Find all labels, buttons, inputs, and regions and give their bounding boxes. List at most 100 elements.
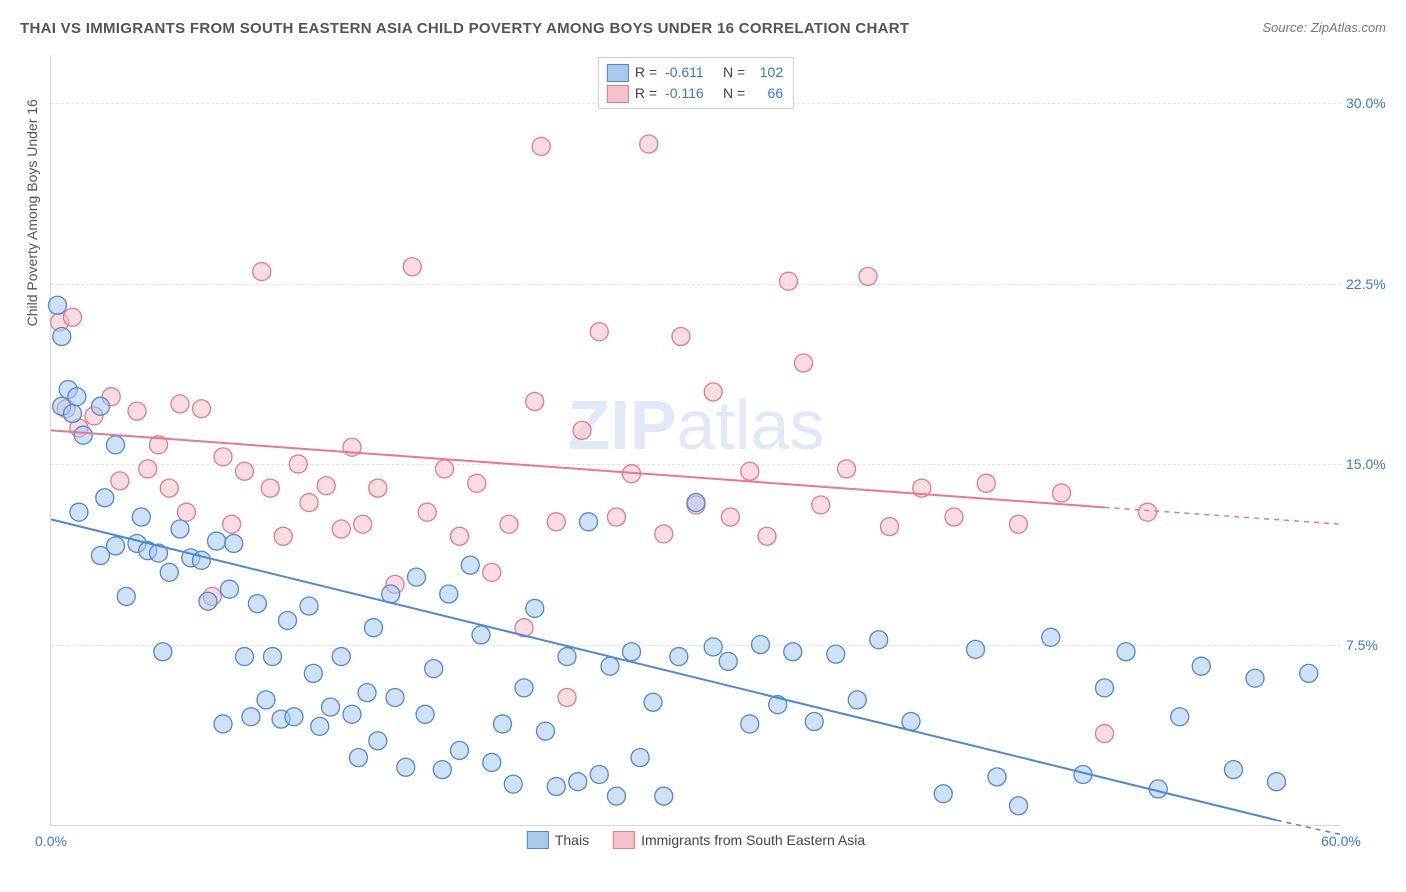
data-point bbox=[214, 448, 232, 466]
data-point bbox=[741, 462, 759, 480]
legend-item: Immigrants from South Eastern Asia bbox=[613, 831, 865, 849]
data-point bbox=[859, 267, 877, 285]
y-tick-label: 30.0% bbox=[1346, 95, 1401, 111]
data-point bbox=[128, 402, 146, 420]
data-point bbox=[1042, 628, 1060, 646]
data-point bbox=[580, 513, 598, 531]
legend-label: Immigrants from South Eastern Asia bbox=[641, 832, 865, 848]
data-point bbox=[494, 715, 512, 733]
data-point bbox=[365, 619, 383, 637]
data-point bbox=[369, 732, 387, 750]
data-point bbox=[253, 263, 271, 281]
data-point bbox=[1246, 669, 1264, 687]
data-point bbox=[1171, 708, 1189, 726]
data-point bbox=[403, 258, 421, 276]
data-point bbox=[107, 436, 125, 454]
data-point bbox=[812, 496, 830, 514]
data-point bbox=[721, 508, 739, 526]
data-point bbox=[848, 691, 866, 709]
n-value: 66 bbox=[753, 83, 783, 104]
data-point bbox=[358, 684, 376, 702]
data-point bbox=[977, 474, 995, 492]
data-point bbox=[242, 708, 260, 726]
data-point bbox=[111, 472, 129, 490]
data-point bbox=[704, 638, 722, 656]
data-point bbox=[451, 527, 469, 545]
regression-line bbox=[51, 430, 1105, 507]
y-tick-label: 7.5% bbox=[1346, 637, 1401, 653]
legend-swatch bbox=[527, 831, 549, 849]
data-point bbox=[758, 527, 776, 545]
data-point bbox=[472, 626, 490, 644]
data-point bbox=[670, 648, 688, 666]
data-point bbox=[827, 645, 845, 663]
data-point bbox=[154, 643, 172, 661]
data-point bbox=[1117, 643, 1135, 661]
data-point bbox=[838, 460, 856, 478]
data-point bbox=[425, 660, 443, 678]
data-point bbox=[945, 508, 963, 526]
data-point bbox=[1192, 657, 1210, 675]
data-point bbox=[558, 648, 576, 666]
data-point bbox=[285, 708, 303, 726]
chart-title: THAI VS IMMIGRANTS FROM SOUTH EASTERN AS… bbox=[20, 20, 909, 37]
data-point bbox=[208, 532, 226, 550]
data-point bbox=[96, 489, 114, 507]
data-point bbox=[220, 580, 238, 598]
n-label: N = bbox=[719, 62, 745, 83]
data-point bbox=[223, 515, 241, 533]
data-point bbox=[719, 652, 737, 670]
stats-row: R = -0.116 N = 66 bbox=[607, 83, 783, 104]
r-value: -0.116 bbox=[665, 83, 713, 104]
data-point bbox=[386, 688, 404, 706]
data-point bbox=[607, 508, 625, 526]
data-point bbox=[225, 534, 243, 552]
data-point bbox=[311, 717, 329, 735]
data-point bbox=[274, 527, 292, 545]
data-point bbox=[64, 405, 82, 423]
data-point bbox=[332, 520, 350, 538]
bottom-legend: Thais Immigrants from South Eastern Asia bbox=[527, 831, 865, 849]
data-point bbox=[547, 513, 565, 531]
data-point bbox=[279, 611, 297, 629]
data-point bbox=[300, 494, 318, 512]
data-point bbox=[289, 455, 307, 473]
data-point bbox=[532, 137, 550, 155]
data-point bbox=[934, 785, 952, 803]
legend-label: Thais bbox=[555, 832, 589, 848]
data-point bbox=[349, 749, 367, 767]
data-point bbox=[171, 395, 189, 413]
data-point bbox=[317, 477, 335, 495]
data-point bbox=[526, 393, 544, 411]
data-point bbox=[704, 383, 722, 401]
stats-row: R =-0.611 N =102 bbox=[607, 62, 783, 83]
data-point bbox=[537, 722, 555, 740]
data-point bbox=[91, 397, 109, 415]
data-point bbox=[117, 587, 135, 605]
data-point bbox=[515, 679, 533, 697]
data-point bbox=[988, 768, 1006, 786]
data-point bbox=[369, 479, 387, 497]
data-point bbox=[177, 503, 195, 521]
data-point bbox=[416, 705, 434, 723]
data-point bbox=[967, 640, 985, 658]
data-point bbox=[590, 323, 608, 341]
data-point bbox=[433, 761, 451, 779]
data-point bbox=[354, 515, 372, 533]
data-point bbox=[451, 741, 469, 759]
data-point bbox=[1010, 515, 1028, 533]
n-label: N = bbox=[719, 83, 745, 104]
data-point bbox=[526, 599, 544, 617]
data-point bbox=[343, 705, 361, 723]
regression-line bbox=[51, 519, 1277, 820]
data-point bbox=[1010, 797, 1028, 815]
data-point bbox=[569, 773, 587, 791]
r-label: R = bbox=[635, 83, 657, 104]
data-point bbox=[870, 631, 888, 649]
data-point bbox=[53, 328, 71, 346]
data-point bbox=[1268, 773, 1286, 791]
data-point bbox=[640, 135, 658, 153]
data-point bbox=[655, 525, 673, 543]
x-tick-label: 0.0% bbox=[35, 833, 67, 849]
source-label: Source: ZipAtlas.com bbox=[1262, 20, 1386, 35]
